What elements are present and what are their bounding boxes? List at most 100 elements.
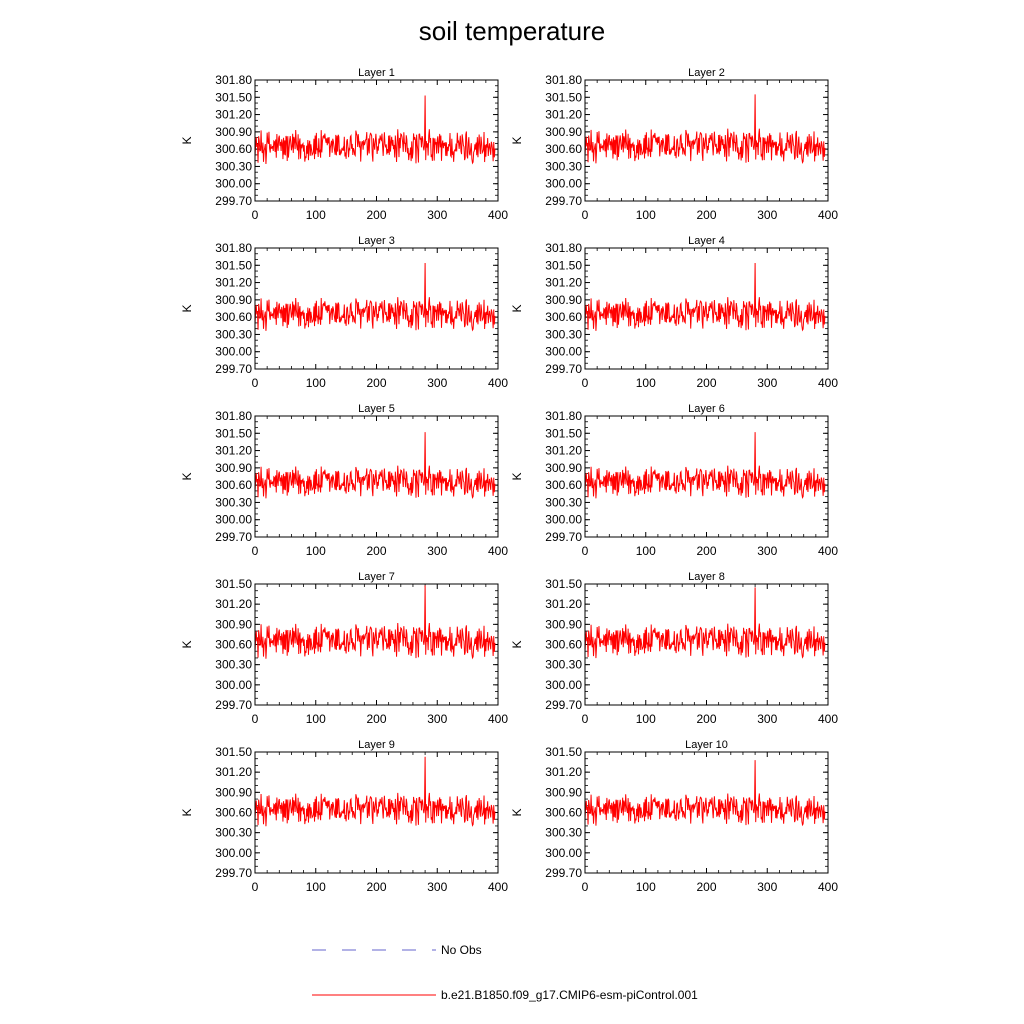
x-tick-label: 0 [252, 208, 259, 222]
plot-frame [584, 583, 829, 706]
y-tick-label: 300.30 [545, 495, 582, 509]
y-tick-label: 300.60 [215, 478, 252, 492]
x-tick-label: 200 [696, 208, 716, 222]
x-tick-label: 300 [427, 376, 447, 390]
y-tick-label: 301.50 [545, 745, 582, 759]
y-tick-label: 300.00 [545, 345, 582, 359]
y-tick-label: 299.70 [215, 866, 252, 880]
y-tick-label: 301.20 [215, 765, 252, 779]
y-tick-label: 301.80 [545, 73, 582, 87]
plot-frame [584, 247, 829, 370]
y-tick-label: 300.60 [545, 806, 582, 820]
x-tick-label: 100 [636, 544, 656, 558]
y-tick-label: 300.90 [545, 785, 582, 799]
x-tick-label: 0 [252, 880, 259, 894]
y-axis-label: K [180, 472, 194, 480]
y-tick-label: 301.80 [545, 241, 582, 255]
y-tick-label: 300.30 [215, 826, 252, 840]
x-tick-label: 300 [427, 208, 447, 222]
x-tick-label: 0 [252, 712, 259, 726]
y-axis-label: K [510, 640, 524, 648]
y-tick-label: 300.00 [545, 846, 582, 860]
y-tick-label: 299.70 [215, 530, 252, 544]
y-tick-label: 299.70 [545, 698, 582, 712]
x-tick-label: 400 [818, 712, 838, 726]
series-line [254, 756, 496, 827]
x-tick-label: 200 [696, 880, 716, 894]
x-tick-label: 300 [757, 880, 777, 894]
x-tick-label: 0 [582, 376, 589, 390]
y-tick-label: 300.30 [215, 658, 252, 672]
panel-title: Layer 5 [358, 403, 395, 415]
y-tick-label: 299.70 [545, 194, 582, 208]
series-line [584, 262, 826, 332]
y-tick-label: 300.60 [545, 310, 582, 324]
y-tick-label: 299.70 [545, 362, 582, 376]
y-tick-label: 300.30 [545, 658, 582, 672]
panel-layer-1: Layer 1 K 301.80 301.50 301.20 300.90 300.60 30… [180, 67, 508, 222]
panel-layer-4: Layer 4 K 301.80 301.50 301.20 300.90 300.60 30… [510, 235, 838, 390]
x-tick-label: 400 [488, 544, 508, 558]
x-tick-label: 200 [366, 712, 386, 726]
x-tick-label: 200 [696, 712, 716, 726]
legend: No Obs b.e21.B1850.f09_g17.CMIP6-esm-piC… [312, 943, 698, 1002]
y-tick-label: 300.00 [545, 513, 582, 527]
series-line [254, 585, 496, 660]
x-tick-label: 200 [696, 544, 716, 558]
y-tick-label: 299.70 [545, 530, 582, 544]
y-tick-label: 300.60 [215, 806, 252, 820]
x-tick-label: 0 [582, 880, 589, 894]
plot-frame [254, 79, 499, 202]
y-tick-label: 301.50 [545, 258, 582, 272]
y-tick-label: 301.20 [545, 765, 582, 779]
y-tick-label: 301.80 [215, 409, 252, 423]
x-tick-label: 300 [427, 712, 447, 726]
y-tick-label: 301.20 [215, 108, 252, 122]
y-tick-label: 300.90 [215, 293, 252, 307]
x-tick-label: 400 [818, 376, 838, 390]
panel-title: Layer 6 [688, 403, 725, 415]
panel-title: Layer 2 [688, 67, 725, 79]
x-tick-label: 0 [582, 208, 589, 222]
x-tick-label: 300 [427, 544, 447, 558]
y-tick-label: 300.30 [215, 327, 252, 341]
x-tick-label: 100 [306, 712, 326, 726]
panel-title: Layer 8 [688, 571, 725, 583]
y-tick-label: 301.20 [545, 108, 582, 122]
panel-layer-3: Layer 3 K 301.80 301.50 301.20 300.90 300.60 30… [180, 235, 508, 390]
y-tick-label: 301.20 [215, 444, 252, 458]
x-tick-label: 200 [366, 208, 386, 222]
x-tick-label: 300 [427, 880, 447, 894]
x-tick-label: 300 [757, 376, 777, 390]
y-tick-label: 300.60 [545, 638, 582, 652]
y-tick-label: 301.20 [545, 597, 582, 611]
y-tick-label: 300.00 [545, 177, 582, 191]
panel-title: Layer 3 [358, 235, 395, 247]
panel-title: Layer 10 [685, 739, 728, 751]
y-tick-label: 301.50 [215, 258, 252, 272]
panel-title: Layer 1 [358, 67, 395, 79]
y-axis-label: K [180, 136, 194, 144]
y-axis-label: K [180, 304, 194, 312]
y-tick-label: 300.30 [215, 495, 252, 509]
series-line [254, 262, 496, 332]
series-line [584, 760, 826, 827]
y-tick-label: 301.50 [545, 90, 582, 104]
y-axis-label: K [510, 304, 524, 312]
x-tick-label: 200 [366, 376, 386, 390]
y-tick-label: 300.60 [215, 638, 252, 652]
legend-label-model: b.e21.B1850.f09_g17.CMIP6-esm-piControl.… [441, 988, 698, 1002]
y-tick-label: 300.90 [215, 125, 252, 139]
panel-layer-2: Layer 2 K 301.80 301.50 301.20 300.90 300.60 30… [510, 67, 838, 222]
x-tick-label: 100 [636, 376, 656, 390]
y-tick-label: 301.50 [215, 90, 252, 104]
y-tick-label: 301.20 [215, 276, 252, 290]
series-line [254, 95, 496, 165]
panel-title: Layer 4 [688, 235, 725, 247]
x-tick-label: 100 [306, 880, 326, 894]
plot-frame [254, 751, 499, 874]
series-line [584, 432, 826, 499]
y-tick-label: 301.20 [215, 597, 252, 611]
x-tick-label: 400 [488, 376, 508, 390]
series-line [584, 94, 826, 164]
